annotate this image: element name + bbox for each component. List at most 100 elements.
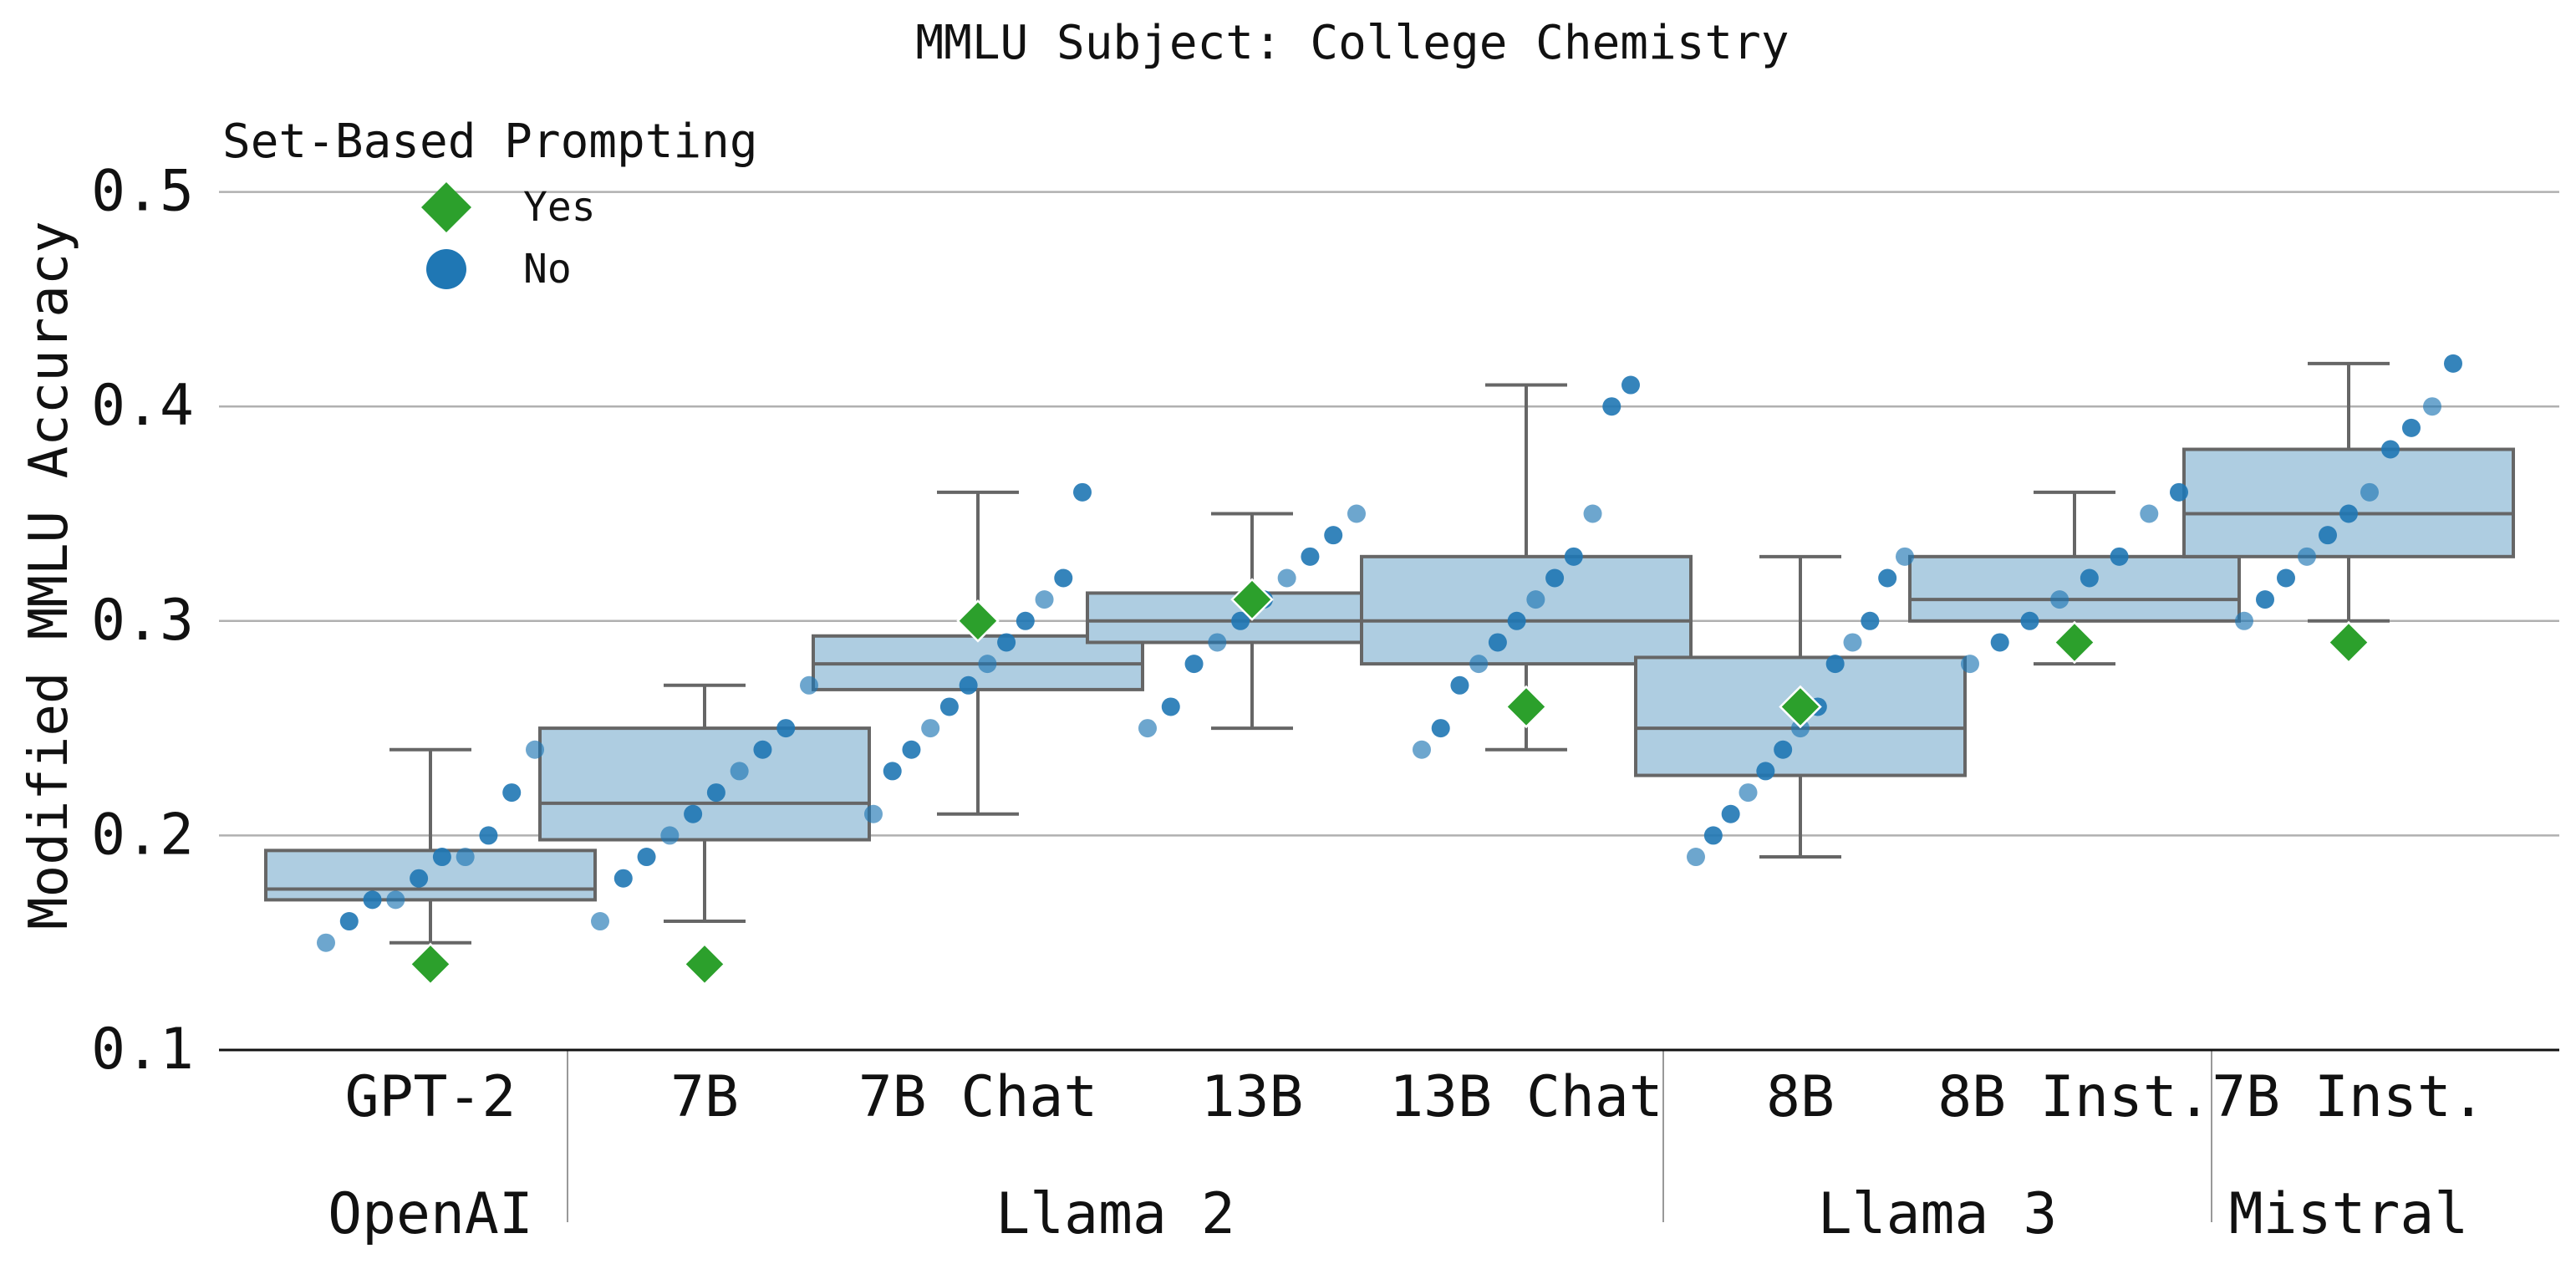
boxes: [264, 361, 2515, 945]
no-point: [2277, 568, 2295, 588]
x-tick-label: 13B: [1201, 1064, 1304, 1130]
yes-point: [2327, 620, 2370, 665]
no-point: [1861, 611, 1880, 630]
no-point: [613, 869, 633, 888]
no-point: [864, 804, 883, 823]
no-point: [1324, 526, 1343, 545]
no-point: [386, 890, 405, 910]
no-point: [2170, 482, 2188, 502]
no-point: [1545, 568, 1565, 588]
box-gpt-2: [264, 747, 597, 945]
no-point: [1184, 655, 1204, 674]
no-point: [2256, 590, 2274, 609]
no-point: [660, 826, 680, 845]
no-point: [706, 783, 725, 803]
no-point: [1138, 719, 1157, 738]
no-point: [997, 633, 1016, 652]
no-point: [2235, 611, 2253, 630]
yes-point: [683, 942, 726, 986]
no-point: [1231, 611, 1250, 630]
no-point: [502, 783, 522, 803]
no-point: [1896, 547, 1914, 566]
iqr-box: [1908, 554, 2241, 623]
x-tick-label: 8B: [1766, 1064, 1835, 1130]
no-point: [1721, 804, 1740, 823]
y-tick-label: 0.3: [91, 588, 194, 654]
no-point: [1469, 655, 1489, 674]
y-ticks: 0.1 0.2 0.3 0.4 0.5: [91, 159, 194, 1083]
yes-point: [409, 942, 452, 986]
no-point: [317, 933, 335, 952]
no-point: [1507, 611, 1526, 630]
no-point: [1583, 504, 1602, 523]
y-tick-label: 0.4: [91, 373, 194, 439]
no-point: [1961, 655, 1979, 674]
no-point: [410, 869, 429, 888]
no-point: [479, 826, 498, 845]
x-tick-label: 7B Chat: [858, 1064, 1098, 1130]
no-point: [2360, 482, 2379, 502]
no-point: [2339, 504, 2358, 523]
iqr-box: [2182, 447, 2515, 558]
no-point: [1843, 633, 1862, 652]
no-point: [1564, 547, 1583, 566]
no-point: [883, 762, 902, 781]
legend-marker-no: [426, 249, 466, 289]
legend-label: No: [523, 246, 572, 293]
x-tick-label: 7B Inst.: [2212, 1064, 2486, 1130]
no-point: [684, 804, 703, 823]
no-point: [1739, 783, 1758, 803]
no-point: [1526, 590, 1545, 609]
no-point: [1054, 568, 1073, 588]
y-tick-label: 0.1: [91, 1017, 194, 1083]
no-point: [432, 848, 451, 867]
no-point: [730, 762, 749, 781]
y-tick-label: 0.2: [91, 802, 194, 868]
no-point: [456, 848, 475, 867]
no-point: [978, 655, 997, 674]
no-point: [1450, 675, 1469, 695]
no-point: [2298, 547, 2316, 566]
box-13b-chat: [1360, 383, 1693, 752]
no-point: [1621, 375, 1640, 395]
chart-title: MMLU Subject: College Chemistry: [915, 16, 1789, 70]
no-point: [1208, 633, 1227, 652]
iqr-box: [538, 726, 871, 842]
no-point: [2319, 526, 2337, 545]
no-point: [1825, 655, 1845, 674]
legend: Set-Based Prompting Yes No: [222, 115, 758, 293]
no-point: [1347, 504, 1366, 523]
x-tick-label: 7B: [670, 1064, 739, 1130]
no-point: [1073, 482, 1092, 502]
no-point: [776, 719, 796, 738]
no-point: [526, 740, 544, 759]
no-point: [1774, 740, 1793, 759]
no-point: [1703, 826, 1723, 845]
yes-point: [1504, 685, 1548, 729]
x-tick-label: 8B Inst.: [1937, 1064, 2212, 1130]
no-point: [2444, 354, 2462, 373]
group-label: Llama 3: [1818, 1181, 2058, 1247]
no-point: [1035, 590, 1054, 609]
no-point: [1301, 547, 1320, 566]
no-point: [921, 719, 940, 738]
no-point: [2110, 547, 2129, 566]
no-point: [363, 890, 382, 910]
y-tick-label: 0.5: [91, 159, 194, 225]
no-point: [1687, 848, 1705, 867]
legend-marker-yes: [421, 182, 471, 232]
box-7b-inst: [2182, 361, 2515, 623]
no-point: [1990, 633, 2009, 652]
y-axis-label: Modified MMLU Accuracy: [18, 221, 80, 930]
legend-title: Set-Based Prompting: [222, 115, 758, 169]
x-tick-label: GPT-2: [345, 1064, 517, 1130]
group-label: Llama 2: [995, 1181, 1235, 1247]
yes-point: [1230, 578, 1274, 621]
no-point: [959, 675, 978, 695]
iqr-box: [264, 849, 597, 902]
no-point: [2020, 611, 2039, 630]
group-labels: OpenAI Llama 2 Llama 3 Mistral: [328, 1181, 2468, 1247]
no-point: [902, 740, 921, 759]
no-point: [1161, 697, 1180, 716]
